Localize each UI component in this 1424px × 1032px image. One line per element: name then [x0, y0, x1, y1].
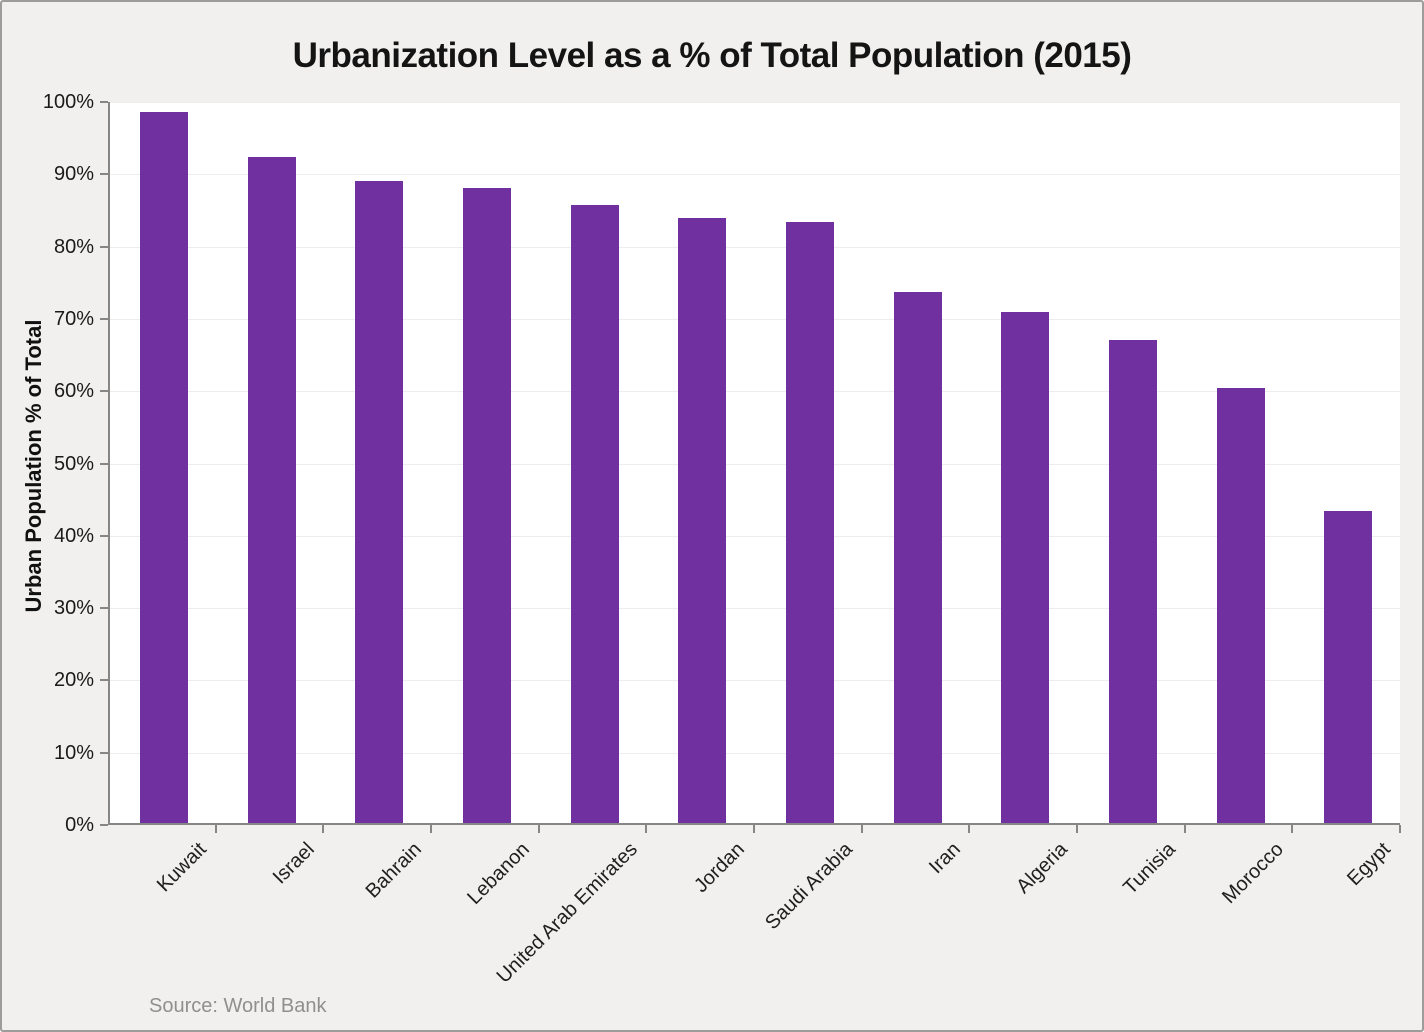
y-tick-label: 70% — [53, 307, 94, 330]
y-tick-label: 10% — [53, 741, 94, 764]
bar-lebanon — [462, 188, 511, 823]
x-tick-mark — [645, 825, 648, 833]
y-tick-mark — [100, 390, 108, 393]
x-tick-mark — [1183, 825, 1186, 833]
y-tick-mark — [100, 317, 108, 320]
x-tick-mark — [968, 825, 971, 833]
y-tick-mark — [100, 173, 108, 176]
x-tick-mark — [753, 825, 755, 833]
source-note: Source: World Bank — [149, 995, 327, 1017]
bar-united-arab-emirates — [570, 204, 619, 823]
y-tick-mark — [100, 751, 108, 754]
y-tick-label: 40% — [53, 524, 94, 547]
y-tick-label: 20% — [53, 669, 94, 692]
y-tick-mark — [100, 245, 108, 248]
y-tick-label: 50% — [53, 452, 94, 475]
gridline — [110, 102, 1400, 103]
gridline — [110, 463, 1400, 465]
chart-title: Urbanization Level as a % of Total Popul… — [292, 36, 1132, 75]
x-tick-mark — [214, 825, 217, 833]
y-tick-mark — [100, 607, 108, 610]
y-tick-mark — [100, 679, 108, 682]
x-tick-mark — [322, 825, 325, 833]
bar-bahrain — [355, 180, 404, 823]
y-tick-label: 90% — [53, 163, 94, 186]
gridline — [110, 174, 1400, 176]
gridline — [110, 246, 1400, 248]
x-tick-mark — [430, 825, 432, 833]
y-tick-label: 60% — [53, 380, 94, 403]
bar-israel — [247, 157, 296, 823]
x-tick-mark — [860, 825, 863, 833]
bar-tunisia — [1108, 340, 1157, 823]
bar-kuwait — [139, 112, 188, 823]
bar-iran — [893, 292, 942, 823]
y-tick-label: 0% — [65, 814, 94, 836]
y-tick-mark — [100, 534, 108, 537]
y-tick-label: 30% — [53, 597, 94, 620]
y-tick-mark — [100, 824, 108, 826]
gridline — [110, 680, 1400, 682]
gridline — [110, 608, 1400, 610]
plot-area — [108, 102, 1400, 825]
y-tick-mark — [100, 101, 108, 103]
x-tick-mark — [537, 825, 540, 833]
bar-morocco — [1216, 387, 1265, 823]
gridline — [110, 535, 1400, 537]
x-tick-mark — [1291, 825, 1294, 833]
gridline — [110, 318, 1400, 320]
bar-jordan — [678, 217, 727, 823]
bar-algeria — [1001, 311, 1050, 823]
bar-egypt — [1324, 511, 1373, 823]
bar-saudi-arabia — [785, 222, 834, 823]
x-tick-mark — [1076, 825, 1078, 833]
y-tick-label: 100% — [42, 91, 94, 113]
gridline — [110, 752, 1400, 754]
gridline — [110, 391, 1400, 393]
y-tick-mark — [100, 462, 108, 465]
x-tick-mark — [1399, 825, 1401, 833]
y-tick-label: 80% — [53, 235, 94, 258]
